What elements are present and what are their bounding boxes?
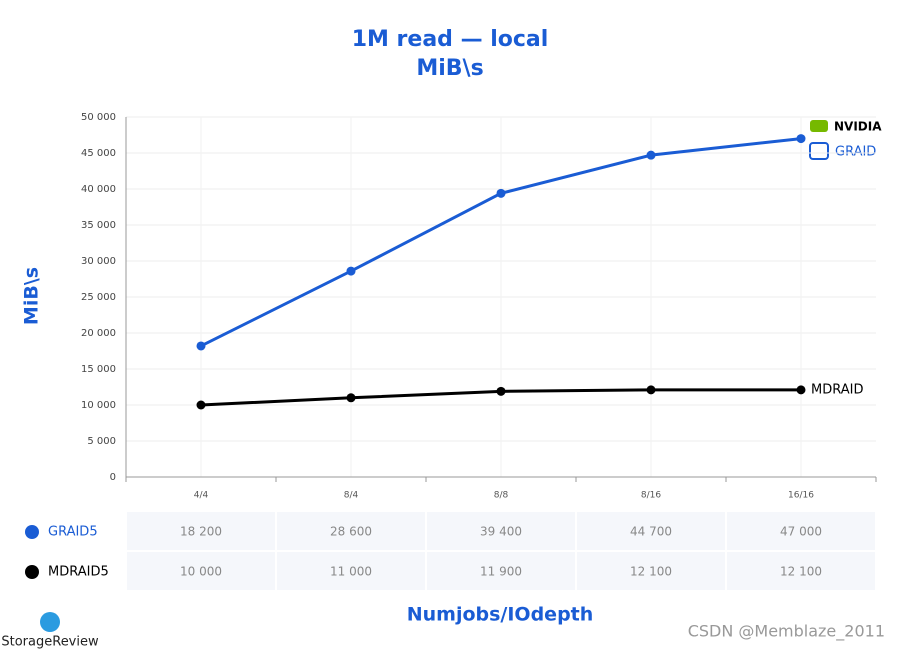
point: [346, 266, 356, 276]
table-cell: [577, 512, 725, 550]
x-tick-label: 8/16: [641, 491, 661, 501]
y-tick-label: 0: [110, 472, 116, 483]
table-cell: [127, 552, 275, 590]
line-annotation: MDRAID: [811, 382, 863, 397]
x-tick-label: 16/16: [788, 491, 814, 501]
watermark: CSDN @Memblaze_2011: [688, 622, 885, 642]
point: [496, 386, 506, 396]
storagereview-icon: [40, 612, 60, 632]
chart-title: 1M read — local: [352, 27, 549, 52]
y-tick-label: 40 000: [81, 184, 116, 195]
nvidia-icon: [810, 120, 828, 132]
y-axis-label: MiB\s: [21, 267, 43, 325]
table-cell: [127, 512, 275, 550]
logo-text: GRAID: [835, 145, 876, 160]
table-cell: [727, 552, 875, 590]
table-cell: [427, 552, 575, 590]
logo-text: NVIDIA: [834, 120, 882, 134]
x-tick-label: 4/4: [194, 491, 209, 501]
x-tick-label: 8/8: [494, 491, 509, 501]
point: [346, 393, 356, 403]
legend-label: MDRAID5: [48, 565, 109, 580]
chart-subtitle: MiB\s: [416, 56, 483, 81]
table-value: 12 100: [780, 565, 822, 579]
y-tick-label: 45 000: [81, 148, 116, 159]
table-value: 10 000: [180, 565, 222, 579]
y-tick-label: 5 000: [87, 436, 116, 447]
point: [196, 341, 206, 351]
point: [796, 385, 806, 395]
legend-label: GRAID5: [48, 525, 98, 540]
x-axis-label: Numjobs/IOdepth: [407, 604, 594, 626]
table-value: 44 700: [630, 525, 672, 539]
table-cell: [277, 512, 425, 550]
table-value: 47 000: [780, 525, 822, 539]
table-value: 12 100: [630, 565, 672, 579]
y-tick-label: 25 000: [81, 292, 116, 303]
point: [796, 134, 806, 144]
y-tick-label: 30 000: [81, 256, 116, 267]
point: [196, 400, 206, 410]
table-value: 11 000: [330, 565, 372, 579]
legend-marker: [25, 565, 39, 579]
logo-text: StorageReview: [1, 635, 99, 650]
legend-marker: [25, 525, 39, 539]
y-tick-label: 10 000: [81, 400, 116, 411]
x-tick-label: 8/4: [344, 491, 359, 501]
table-cell: [277, 552, 425, 590]
point: [496, 188, 506, 198]
table-cell: [727, 512, 875, 550]
y-tick-label: 15 000: [81, 364, 116, 375]
y-tick-label: 35 000: [81, 220, 116, 231]
table-value: 39 400: [480, 525, 522, 539]
graid-icon: [809, 142, 829, 160]
table-value: 11 900: [480, 565, 522, 579]
point: [646, 150, 656, 160]
table-value: 18 200: [180, 525, 222, 539]
point: [646, 385, 656, 395]
table-value: 28 600: [330, 525, 372, 539]
y-tick-label: 20 000: [81, 328, 116, 339]
table-cell: [577, 552, 725, 590]
y-tick-label: 50 000: [81, 112, 116, 123]
table-cell: [427, 512, 575, 550]
